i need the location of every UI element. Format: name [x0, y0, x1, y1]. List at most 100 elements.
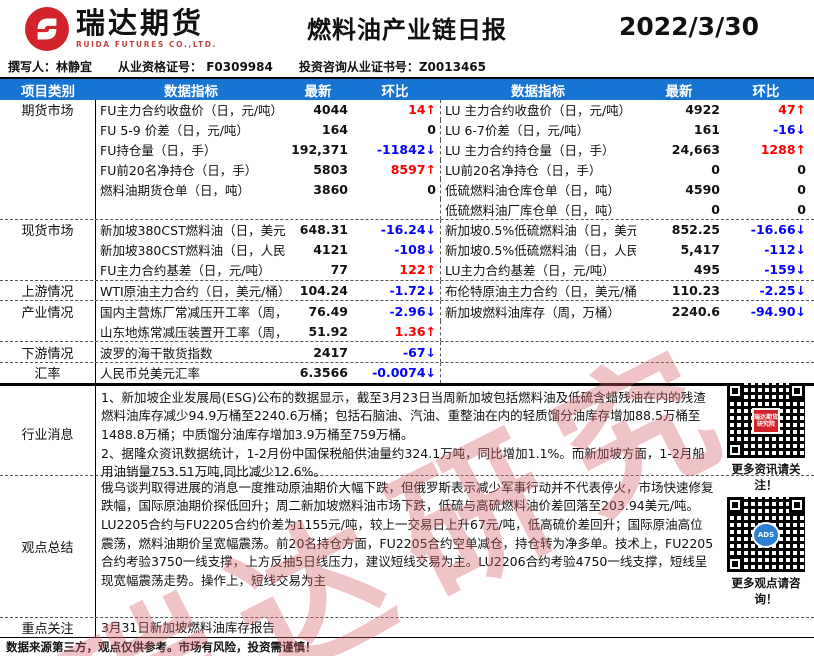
row-indicator: 新加坡380CST燃料油（日，人民币 [100, 243, 286, 259]
row-category: 汇率 [0, 362, 96, 383]
col-indicator-left: 数据指标 [164, 83, 218, 100]
row-indicator [440, 321, 636, 342]
col-latest-left: 最新 [304, 83, 332, 100]
row-indicator: 新加坡0.5%低硫燃料油（日，美元/ [440, 220, 636, 240]
row-latest: 104.24 [299, 283, 348, 299]
col-indicator-right: 数据指标 [511, 83, 565, 100]
row-change: -108↓ [394, 242, 436, 258]
row-indicator: FU 5-9 价差（日，元/吨） [100, 123, 249, 139]
row-latest: 2417 [313, 344, 348, 360]
row-indicator: 新加坡燃料油库存（周，万桶） [440, 301, 636, 322]
row-latest: 76.49 [308, 303, 348, 319]
row-change: 1288↑ [760, 142, 806, 158]
row-category [0, 159, 96, 180]
row-latest: 2240.6 [671, 303, 720, 319]
row-change: -2.25↓ [759, 283, 806, 299]
row-category [0, 119, 96, 140]
section-label-news: 行业消息 [0, 385, 96, 482]
row-indicator: 布伦特原油主力合约（日，美元/桶 [440, 280, 636, 301]
row-category: 上游情况 [0, 280, 96, 301]
qr-center-logo: ADS [752, 521, 780, 548]
row-latest: 495 [693, 262, 720, 278]
row-change: 122↑ [399, 262, 436, 278]
row-latest: 24,663 [671, 142, 720, 158]
row-latest: 5,417 [680, 242, 720, 258]
focus-section: 重点关注 3月31日新加坡燃料油库存报告 [0, 616, 814, 638]
row-latest: 77 [330, 262, 348, 278]
row-indicator: 低硫燃料油仓库仓单（日，吨） [440, 179, 636, 200]
qualification-number: 从业资格证号： F0309984 [118, 60, 273, 74]
byline: 撰写人：林静宜 从业资格证号： F0309984 投资咨询从业证书号：Z0013… [0, 56, 814, 77]
row-indicator: LU 主力合约收盘价（日，元/吨） [440, 100, 636, 120]
row-change: 0 [797, 181, 806, 197]
row-change: -16.24↓ [380, 222, 436, 238]
row-latest: 161 [693, 122, 720, 138]
table-row: 汇率 人民币兑美元汇率 6.3566 -0.0074↓ [0, 361, 814, 383]
row-latest: 4922 [685, 102, 720, 118]
table-row: FU前20名净持仓（日，手） 5803 8597↑ LU前20名净持仓（日，手）… [0, 159, 814, 180]
row-latest: 164 [321, 122, 348, 138]
row-indicator: WTI原油主力合约（日，美元/桶） [100, 284, 286, 300]
table-row: FU持仓量（日，手） 192,371 -11842↓ LU 主力合约持仓量（日，… [0, 139, 814, 160]
table-row: 低硫燃料油厂库仓单（日，吨） 0 0 [0, 199, 814, 220]
row-indicator: 新加坡380CST燃料油（日，美元/吨 [100, 223, 286, 239]
table-row: 燃料油期货仓单（日，吨） 3860 0 低硫燃料油仓库仓单（日，吨） 4590 … [0, 179, 814, 200]
row-change: -0.0074↓ [372, 365, 436, 381]
row-latest: 852.25 [671, 222, 720, 238]
row-latest: 4121 [313, 242, 348, 258]
col-category: 项目类别 [21, 83, 75, 100]
page-title: 燃料油产业链日报 [307, 16, 507, 44]
data-table: 项目类别 数据指标 最新 环比 数据指标 最新 环比 期货市场 FU主力合约收盘… [0, 77, 814, 638]
focus-body: 3月31日新加坡燃料油库存报告 [101, 619, 275, 635]
row-indicator: FU前20名净持仓（日，手） [100, 162, 258, 178]
row-latest: 648.31 [299, 222, 348, 238]
viewpoint-body: 俄乌谈判取得进展的消息一度推动原油期价大幅下跌，但俄罗斯表示减少军事行动并不代表… [96, 476, 814, 617]
table-header-row: 项目类别 数据指标 最新 环比 数据指标 最新 环比 [0, 79, 814, 100]
row-latest: 4044 [313, 102, 348, 118]
row-indicator: 波罗的海干散货指数 [100, 345, 213, 361]
row-change: 0 [797, 201, 806, 217]
ruida-logo-icon [25, 7, 69, 51]
report-header: 瑞达期货 RUIDA FUTURES CO.,LTD. 燃料油产业链日报 202… [0, 0, 814, 56]
row-category: 下游情况 [0, 342, 96, 362]
row-category [0, 199, 96, 220]
row-indicator: 国内主营炼厂常减压开工率（周，% [100, 304, 286, 320]
logo-title: 瑞达期货 [76, 6, 205, 40]
section-label-focus: 重点关注 [0, 617, 96, 638]
news-paragraph: 2、据隆众资讯数据统计，1-2月份中国保税船供油量约324.1万吨，同比增加1.… [101, 445, 705, 480]
row-category [0, 139, 96, 160]
news-paragraph: 1、新加坡企业发展局(ESG)公布的数据显示，截至3月23日当周新加坡包括燃料油… [101, 389, 706, 442]
row-change: -112↓ [764, 242, 806, 258]
row-indicator [440, 362, 636, 383]
logo-subtitle: RUIDA FUTURES CO.,LTD. [76, 40, 217, 49]
research-qr-code-icon: 瑞达期货研究院 [727, 383, 805, 458]
row-change: 1.36↑ [394, 323, 436, 339]
col-latest-right: 最新 [665, 83, 693, 100]
row-latest: 5803 [313, 161, 348, 177]
report-date: 2022/3/30 [618, 12, 759, 41]
row-latest: 0 [711, 201, 720, 217]
col-chg-right: 环比 [752, 83, 780, 100]
table-row: 下游情况 波罗的海干散货指数 2417 -67↓ [0, 341, 814, 362]
advisory-number: 投资咨询从业证书号：Z0013465 [298, 60, 486, 74]
table-row: FU主力合约基差（日，元/吨） 77 122↑ LU主力合约基差（日，元/吨） … [0, 259, 814, 280]
row-change: -2.96↓ [389, 303, 436, 319]
row-category: 现货市场 [0, 220, 96, 240]
row-indicator: FU主力合约收盘价（日，元/吨） [100, 103, 284, 119]
row-category: 期货市场 [0, 100, 96, 120]
row-latest: 4590 [685, 181, 720, 197]
row-latest: 6.3566 [299, 365, 348, 381]
row-change: -16.66↓ [750, 222, 806, 238]
row-change: -11842↓ [376, 142, 436, 158]
news-body: 1、新加坡企业发展局(ESG)公布的数据显示，截至3月23日当周新加坡包括燃料油… [96, 386, 814, 482]
row-latest: 192,371 [291, 142, 348, 158]
section-label-viewpoint: 观点总结 [0, 475, 96, 617]
disclaimer: 数据来源第三方，观点仅供参考。市场有风险，投资需谨慎！ [0, 636, 814, 656]
row-indicator: 山东地炼常减压装置开工率（周，% [100, 324, 286, 340]
row-indicator: FU主力合约基差（日，元/吨） [100, 263, 271, 279]
row-category [0, 259, 96, 280]
row-category [0, 179, 96, 200]
row-change: 0 [427, 181, 436, 197]
table-row: 上游情况 WTI原油主力合约（日，美元/桶） 104.24 -1.72↓ 布伦特… [0, 279, 814, 301]
